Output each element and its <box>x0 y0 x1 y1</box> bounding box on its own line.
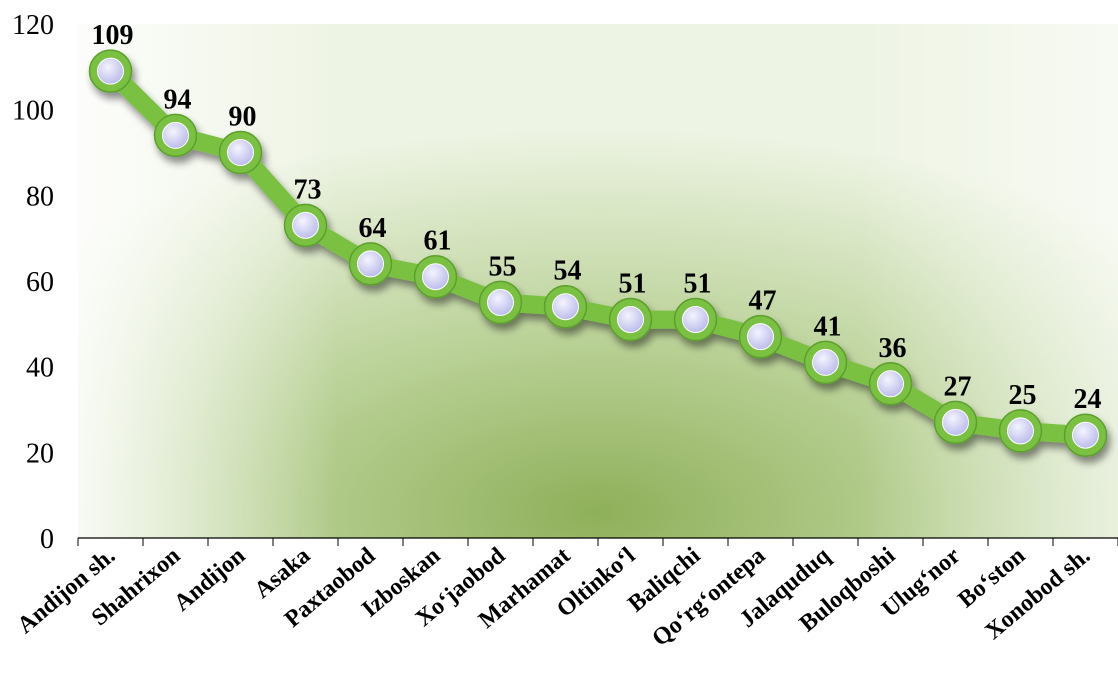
y-tick-label: 20 <box>26 438 54 469</box>
data-label: 64 <box>359 213 387 244</box>
data-point <box>617 306 644 334</box>
data-label: 94 <box>164 84 192 115</box>
data-label: 61 <box>424 226 452 257</box>
data-point <box>1007 417 1034 445</box>
data-label: 54 <box>554 256 582 287</box>
data-label: 25 <box>1009 380 1037 411</box>
data-label: 51 <box>619 269 647 300</box>
plot-area <box>78 24 1118 538</box>
y-tick-label: 100 <box>12 96 54 127</box>
data-label: 55 <box>489 251 517 282</box>
data-label: 109 <box>92 20 134 51</box>
data-label: 73 <box>294 174 322 205</box>
data-label: 51 <box>684 269 712 300</box>
data-point <box>552 293 579 321</box>
data-label: 27 <box>944 371 972 402</box>
data-point <box>292 211 319 239</box>
data-point <box>162 121 189 149</box>
data-point <box>747 323 774 351</box>
data-point <box>942 408 969 436</box>
data-point <box>1072 421 1099 449</box>
y-tick-label: 0 <box>40 524 54 555</box>
data-point <box>812 348 839 376</box>
y-tick-label: 80 <box>26 181 54 212</box>
data-label: 36 <box>879 333 907 364</box>
data-label: 24 <box>1074 384 1102 415</box>
series-line <box>88 49 1108 457</box>
data-point <box>877 370 904 398</box>
data-point <box>487 288 514 316</box>
series-path <box>101 62 1095 445</box>
data-label: 41 <box>814 311 842 342</box>
data-label: 47 <box>749 286 777 317</box>
y-tick-label: 60 <box>26 267 54 298</box>
data-point <box>97 57 124 85</box>
data-label: 90 <box>229 102 257 133</box>
data-point <box>682 306 709 334</box>
data-point <box>422 263 449 291</box>
data-point <box>227 139 254 166</box>
plot-background-sheen <box>78 24 1118 538</box>
y-tick-label: 120 <box>12 10 54 41</box>
data-labels: 109 94 90 73 64 61 55 54 51 51 47 41 36 27 25 24 <box>92 20 1102 415</box>
x-tick-label: Andijon <box>169 543 250 617</box>
y-tick-label: 40 <box>26 353 54 384</box>
x-tick-label: Qo‘rg‘ontepa <box>647 543 770 652</box>
data-point <box>357 250 384 278</box>
